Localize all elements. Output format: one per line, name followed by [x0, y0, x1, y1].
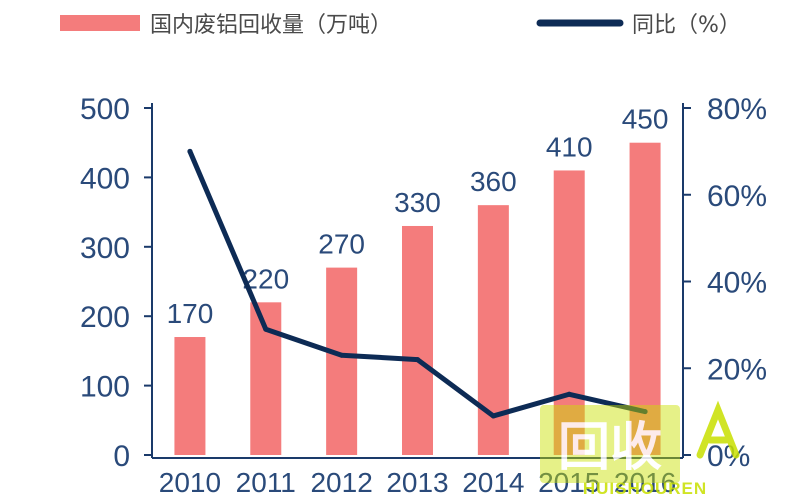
- left-tick-label: 0: [113, 440, 130, 473]
- yoy-point-2012: [339, 352, 345, 358]
- right-tick-label: 20%: [707, 353, 767, 386]
- bar-value-label: 170: [167, 298, 214, 329]
- bar-value-label: 360: [470, 166, 517, 197]
- left-tick-label: 100: [80, 371, 130, 404]
- line-series: [187, 148, 648, 419]
- bar-2012: [326, 267, 358, 455]
- bars: [174, 142, 661, 455]
- yoy-point-2013: [415, 357, 420, 363]
- x-tick-label: 2014: [462, 467, 524, 498]
- bar-value-label: 270: [318, 229, 365, 260]
- watermark-person-icon: [696, 400, 740, 459]
- right-tick-label: 80%: [707, 93, 767, 126]
- left-tick-label: 500: [80, 93, 130, 126]
- watermark-logo: 回收 HUISHOUREN: [540, 400, 740, 498]
- x-tick-label: 2015: [538, 467, 600, 498]
- bar-value-label: 330: [394, 187, 441, 218]
- left-axis-ticks: 0 100 200 300 400 500: [80, 93, 152, 473]
- yoy-point-2010: [187, 148, 193, 154]
- bar-2010: [174, 337, 206, 455]
- legend: 国内废铝回收量（万吨） 同比（%）: [60, 13, 741, 38]
- x-tick-label: 2010: [159, 467, 221, 498]
- left-tick-label: 200: [80, 301, 130, 334]
- yoy-point-2014: [490, 413, 496, 419]
- x-tick-label: 2013: [386, 467, 448, 498]
- left-tick-label: 400: [80, 162, 130, 195]
- right-tick-label: 60%: [707, 180, 767, 213]
- left-tick-label: 300: [80, 232, 130, 265]
- watermark-box: [540, 405, 680, 483]
- yoy-point-2011: [263, 326, 269, 332]
- bar-2015: [553, 170, 585, 455]
- yoy-point-2016: [642, 409, 648, 415]
- yoy-point-2015: [566, 391, 572, 397]
- bar-value-label: 450: [622, 104, 669, 135]
- bar-value-label: 410: [546, 131, 593, 162]
- x-axis-ticks: 2010 2011 2012 2013 2014 2015 2016: [159, 467, 676, 498]
- x-tick-label: 2012: [310, 467, 372, 498]
- legend-line-label: 同比（%）: [632, 13, 741, 38]
- watermark-main-text: 回收: [558, 418, 662, 478]
- legend-bar-swatch: [60, 15, 140, 31]
- bar-2013: [402, 225, 433, 455]
- right-tick-label: 40%: [707, 267, 767, 300]
- watermark-sub-text: HUISHOUREN: [583, 479, 707, 498]
- x-tick-label: 2011: [236, 467, 296, 498]
- legend-bar-label: 国内废铝回收量（万吨）: [150, 13, 392, 38]
- x-tick-label: 2016: [614, 467, 676, 498]
- right-axis-ticks: 0%20%40%60%80%: [683, 93, 767, 473]
- bar-2016: [629, 142, 661, 455]
